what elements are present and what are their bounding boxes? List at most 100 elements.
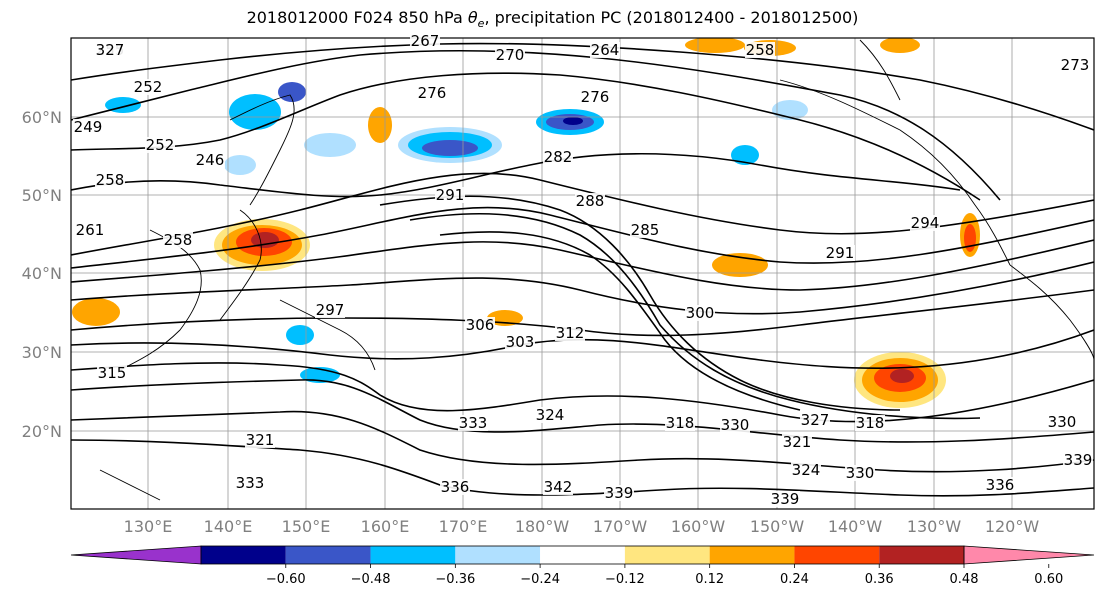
theta-e-contour [71, 239, 1094, 291]
colorbar-segment [540, 546, 625, 564]
contour-label-bg [543, 149, 573, 165]
theta-e-contour [71, 261, 1094, 315]
lon-label: 150°W [750, 517, 805, 536]
contour-label: 330 [846, 464, 875, 482]
contour-label: 264 [591, 41, 620, 59]
contour-label-bg [73, 119, 103, 135]
contour-label-bg [163, 232, 193, 248]
contour-label-bg [195, 152, 225, 168]
contour-label: 324 [792, 461, 821, 479]
colorbar-segment [709, 546, 795, 564]
contour-label-bg [845, 465, 875, 481]
precip-blob [286, 325, 314, 345]
theta-e-contour [71, 362, 1094, 423]
colorbar-segment [794, 546, 880, 564]
precip-blob [368, 107, 392, 143]
contour-label-bg [855, 415, 885, 431]
colorbar-tick-label: 0.48 [950, 572, 979, 587]
colorbar-tick-label: −0.24 [520, 572, 560, 587]
precip-blob [229, 94, 281, 130]
contour-label: 291 [436, 186, 465, 204]
contour-label: 288 [576, 192, 605, 210]
contour-label-bg [465, 317, 495, 333]
contour-label: 291 [826, 244, 855, 262]
lat-label: 60°N [22, 108, 62, 127]
contour-label: 270 [496, 46, 525, 64]
contour-label-bg [1063, 452, 1093, 468]
contour-label: 303 [506, 333, 535, 351]
contour-label: 261 [76, 221, 105, 239]
contour-label-bg [543, 479, 573, 495]
coastline [779, 79, 1011, 266]
contour-label-bg [495, 47, 525, 63]
lon-label: 130°E [124, 517, 173, 536]
contour-label: 267 [411, 32, 440, 50]
contour-label-bg [245, 432, 275, 448]
colorbar-tick-label: 0.60 [1034, 572, 1063, 587]
contour-label: 321 [246, 431, 275, 449]
theta-e-contour [409, 212, 981, 420]
contour-label-bg [745, 42, 775, 58]
theta-e-contour [71, 172, 1094, 256]
contour-label-bg [825, 245, 855, 261]
contour-label-bg [440, 479, 470, 495]
coastline [99, 469, 161, 501]
precip-blob [224, 155, 256, 175]
theta-e-contour [71, 206, 1094, 269]
lat-label: 30°N [22, 343, 62, 362]
precip-blob [304, 133, 356, 157]
contour-label-bg [580, 89, 610, 105]
coastline [229, 94, 295, 206]
contour-label: 342 [544, 478, 573, 496]
contour-label: 276 [581, 88, 610, 106]
contour-label: 258 [164, 231, 193, 249]
contour-label: 336 [986, 476, 1015, 494]
theta-e-contour [71, 379, 1094, 443]
coastline [219, 209, 262, 321]
contour-labels: 2552522492522462582612582672702642582732… [73, 32, 1093, 508]
contour-label: 273 [1061, 56, 1090, 74]
lat-label: 50°N [22, 186, 62, 205]
lat-label: 40°N [22, 264, 62, 283]
contour-label-bg [410, 33, 440, 49]
colorbar-tick-label: −0.60 [266, 572, 306, 587]
contour-label-bg [782, 434, 812, 450]
contour-label-bg [315, 302, 345, 318]
theta-e-contour [71, 410, 1094, 473]
contour-label-bg [910, 215, 940, 231]
contour-label-bg [235, 475, 265, 491]
map-frame [70, 37, 1095, 510]
contour-label-bg [95, 172, 125, 188]
contour-label-bg [97, 365, 127, 381]
theta-e-contour [71, 439, 1094, 497]
contour-label: 294 [911, 214, 940, 232]
contour-label: 297 [316, 301, 345, 319]
contour-label-bg [435, 187, 465, 203]
precip-blob [563, 117, 583, 125]
contour-label-bg [590, 42, 620, 58]
contour-label-bg [95, 42, 125, 58]
contour-label-bg [665, 415, 695, 431]
lon-label: 160°E [361, 517, 410, 536]
contour-label-bg [685, 305, 715, 321]
precip-blob [278, 82, 306, 102]
colorbar-frame [200, 545, 965, 565]
lon-label: 170°E [439, 517, 488, 536]
contour-label: 249 [74, 118, 103, 136]
precip-blob [685, 38, 745, 53]
theta-e-contour [439, 231, 801, 411]
lon-label: 130°W [907, 517, 962, 536]
contour-label-bg [770, 491, 800, 507]
contour-label: 330 [1048, 413, 1077, 431]
contour-label: 315 [98, 364, 127, 382]
precipitation-shading [72, 38, 980, 408]
contour-label: 330 [721, 416, 750, 434]
contour-label: 282 [544, 148, 573, 166]
contour-label: 327 [801, 411, 830, 429]
contour-label-bg [133, 79, 163, 95]
contour-label-bg [1060, 57, 1090, 73]
contour-label: 339 [605, 484, 634, 502]
contour-label-bg [458, 415, 488, 431]
contour-label-bg [630, 222, 660, 238]
